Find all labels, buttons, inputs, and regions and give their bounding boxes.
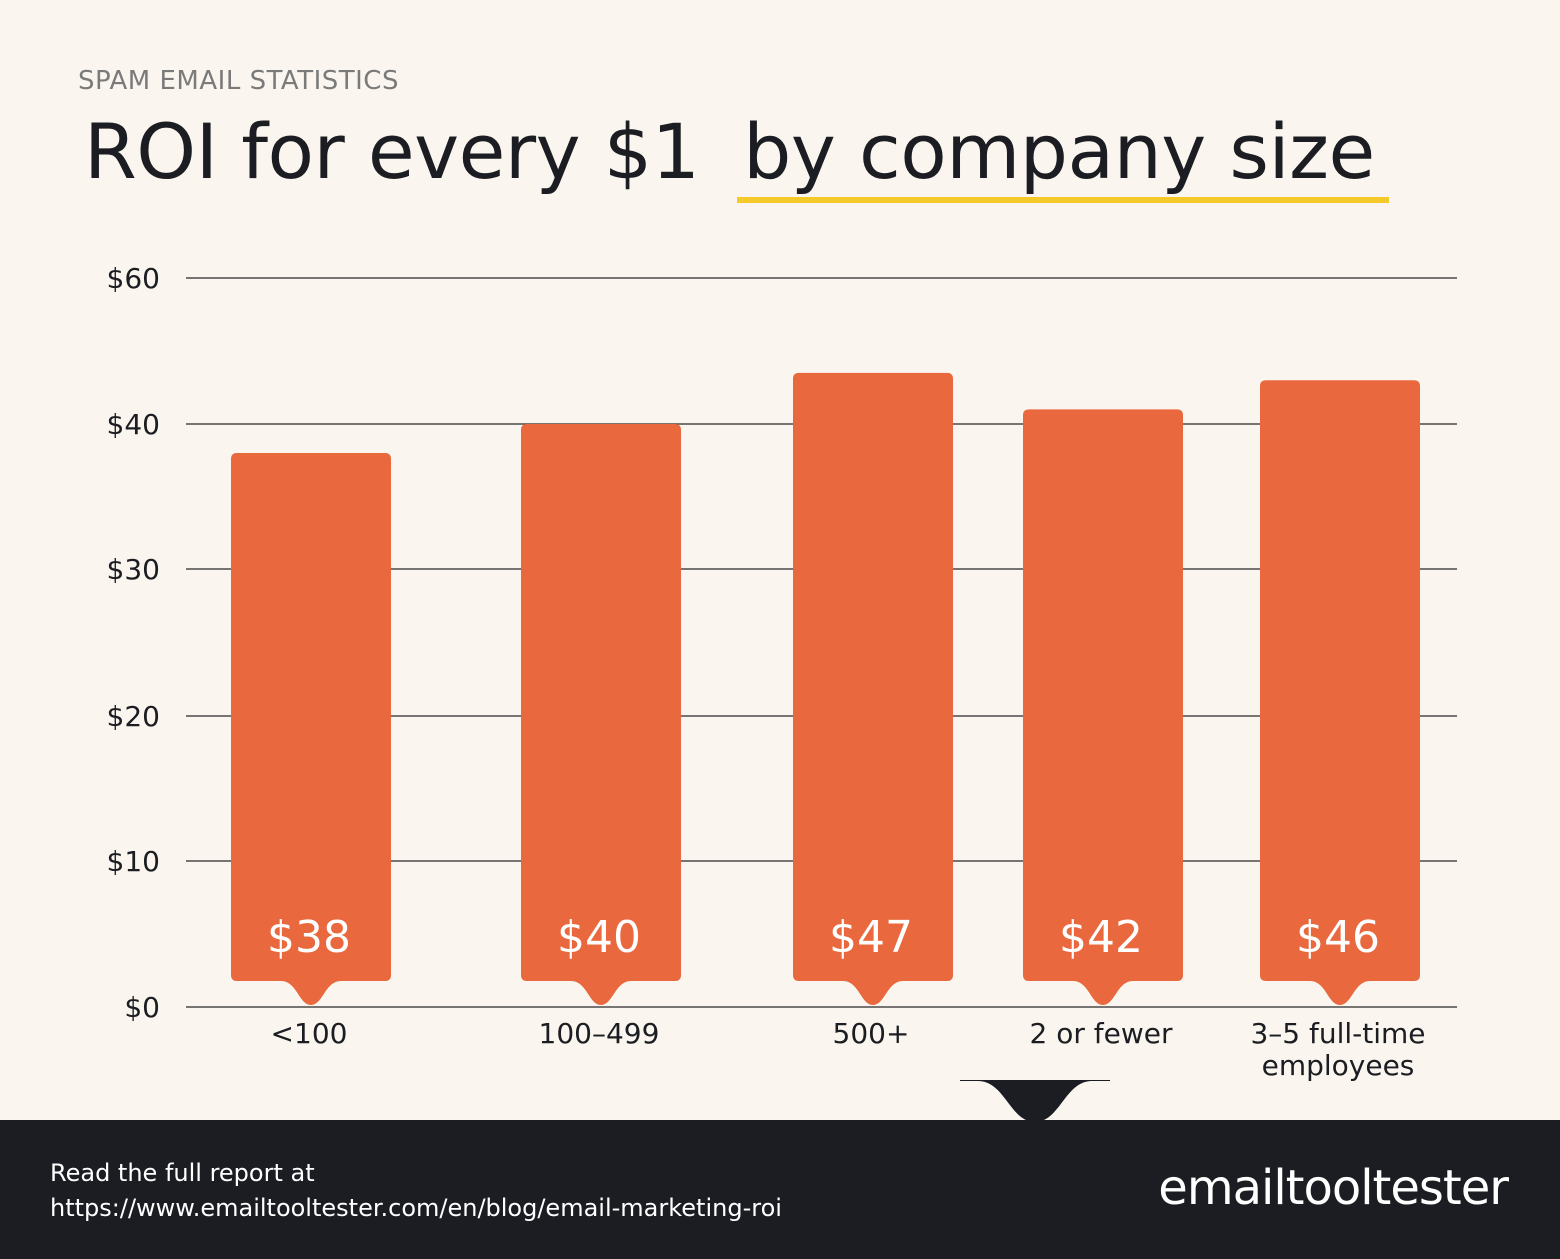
bar-value-label: $46 — [1296, 912, 1380, 963]
y-tick-label: $30 — [107, 553, 160, 586]
footer-report-link[interactable]: https://www.emailtooltester.com/en/blog/… — [50, 1194, 782, 1222]
y-tick-label: $40 — [107, 408, 160, 441]
emailtooltester-logo: emailtooltester — [1158, 1160, 1509, 1216]
x-category-label: employees — [1262, 1049, 1415, 1082]
bar-value-label: $40 — [557, 912, 641, 963]
title-part-2: by company size — [737, 107, 1389, 204]
bar — [1260, 380, 1420, 1005]
y-tick-label: $20 — [107, 700, 160, 733]
bar-value-label: $47 — [829, 912, 913, 963]
x-category-label: <100 — [271, 1017, 348, 1050]
y-tick-label: $10 — [107, 845, 160, 878]
eyebrow-label: SPAM EMAIL STATISTICS — [78, 66, 399, 96]
x-category-label: 2 or fewer — [1030, 1017, 1173, 1050]
bar — [1023, 409, 1183, 1005]
chart-title: ROI for every $1 by company size — [84, 107, 1389, 204]
footer: Read the full report at https://www.emai… — [0, 1080, 1560, 1259]
x-category-label: 100–499 — [539, 1017, 660, 1050]
bar-value-label: $42 — [1059, 912, 1143, 963]
bar-chart: $0 $10 $20 $30 $40 $60 $38 <100 $40 100–499 $47 500… — [107, 262, 1457, 1082]
y-tick-label: $60 — [107, 262, 160, 295]
footer-line-1: Read the full report at — [50, 1159, 315, 1187]
footer-notch — [960, 1080, 1110, 1122]
footer-text: Read the full report at https://www.emai… — [50, 1156, 782, 1226]
title-part-1: ROI for every $1 — [84, 107, 700, 196]
y-tick-label: $0 — [124, 991, 160, 1024]
bar — [793, 372, 953, 1005]
bar — [521, 424, 681, 1005]
bar-value-label: $38 — [267, 912, 351, 963]
bar — [231, 453, 391, 1005]
x-category-label: 500+ — [833, 1017, 910, 1050]
x-category-label: 3–5 full-time — [1250, 1017, 1425, 1050]
